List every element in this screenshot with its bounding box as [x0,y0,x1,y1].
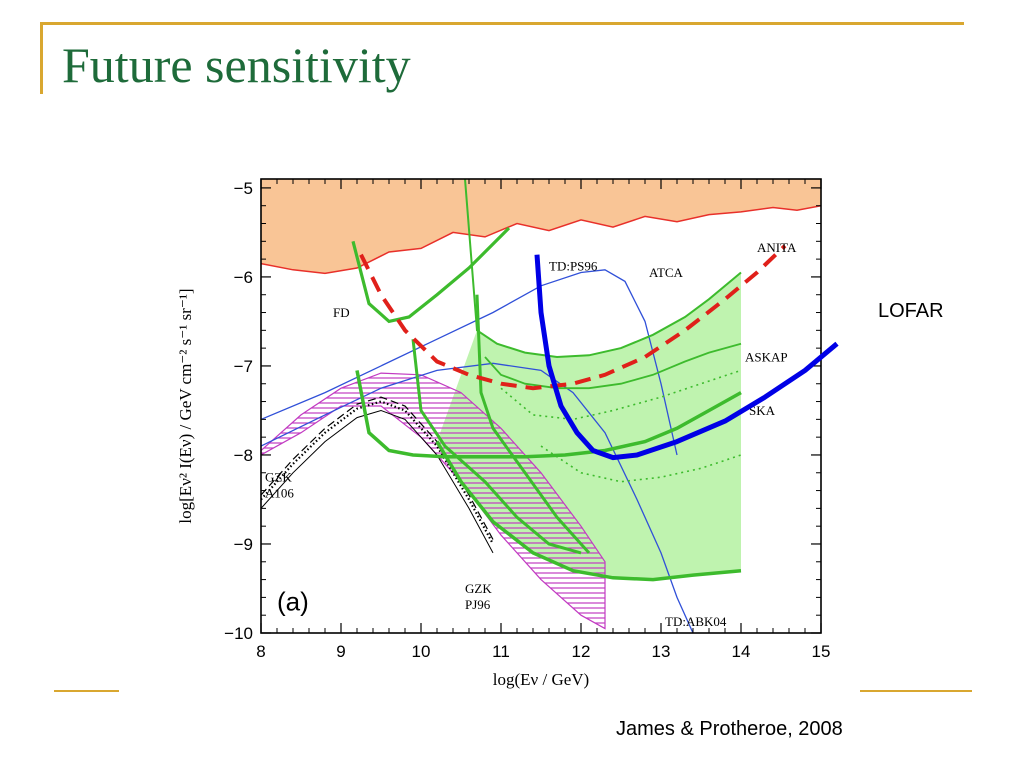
gzk-a106-dashed-curve [261,396,494,540]
sensitivity-chart-figure: 8 9 10 11 12 13 14 15 −5 −6 −7 −8 −9 −10 log(Eν / GeV)… [119,146,860,726]
curve-annotation: FD [333,305,350,320]
lofar-curve [534,254,839,461]
curve-annotation: TD:ABK04 [665,614,727,629]
curve-annotation: ATCA [649,265,684,280]
x-tick-label: 12 [572,642,591,661]
y-tick-label: −9 [234,535,253,554]
green-steep-curve-1 [411,339,582,555]
atca-upper-curve [464,179,742,359]
x-tick-label: 10 [412,642,431,661]
ska-lower-curve [435,440,742,582]
atca-lower-curve [484,342,742,390]
td-abk04-curve [261,362,694,633]
excluded-region-edge [261,204,821,275]
curve-annotation: GZK [465,581,492,596]
x-tick-label: 15 [812,642,831,661]
curve-annotation: PJ96 [465,597,491,612]
curve-annotation: ANITA [757,240,797,255]
curve-annotation: ASKAP [745,349,788,364]
x-tick-label: 8 [256,642,265,661]
top-rule [40,22,964,25]
credit-text: James & Protheroe, 2008 [616,718,843,740]
plot-frame [260,178,822,634]
panel-label: (a) [277,587,309,617]
gzk-a106-curve [261,409,494,554]
td-ps96-curve [261,269,678,456]
x-tick-label: 9 [336,642,345,661]
lofar-label: LOFAR [878,300,944,322]
gzk-a106-dotted-curve [261,400,494,545]
excluded-region-fill [261,179,821,274]
x-tick-label: 11 [492,642,510,661]
x-tick-label: 14 [732,642,751,661]
plot-area [261,179,821,633]
fd-curve [351,226,511,324]
ska-dotted-curve [540,445,742,483]
y-tick-label: −7 [234,357,253,376]
sensitivity-chart: 8 9 10 11 12 13 14 15 −5 −6 −7 −8 −9 −10 log(Eν / GeV)… [176,178,839,689]
slide-title: Future sensitivity [62,37,411,93]
gzk-pj96-band [261,372,606,630]
curve-annotation: A106 [265,486,294,501]
y-tick-label: −5 [234,179,253,198]
radio-sensitivity-curve [355,370,742,459]
x-axis-label: log(Eν / GeV) [493,670,589,689]
x-tick-label: 13 [652,642,671,661]
left-rule [40,22,43,94]
curve-annotation: TD:PS96 [549,259,598,274]
y-tick-label: −6 [234,268,253,287]
curve-annotation: GZK [265,470,292,485]
y-tick-label: −10 [224,624,253,643]
curve-annotation: SKA [749,403,776,418]
y-tick-label: −8 [234,446,253,465]
y-axis-label: log[Eν² I(Eν) / GeV cm⁻² s⁻¹ sr⁻¹] [176,288,195,523]
